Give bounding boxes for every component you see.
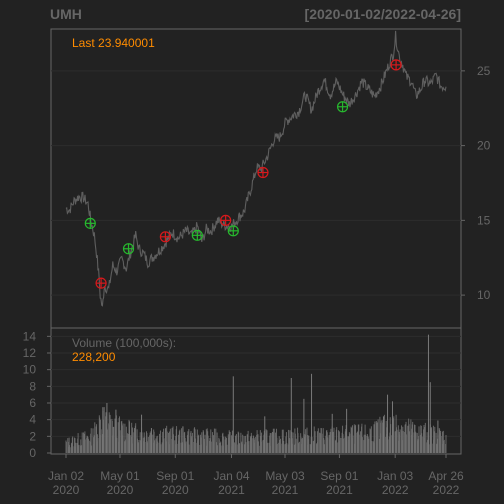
x-axis-tick-label: Jan 02 [48, 469, 84, 483]
price-y-tick-label: 20 [477, 139, 491, 153]
volume-bars [65, 334, 447, 453]
signal-marker [95, 277, 107, 289]
price-panel-frame [50, 28, 462, 329]
signal-marker [390, 59, 402, 71]
price-panel: 10 15 20 25 Last 23.940001 [50, 28, 491, 329]
signal-marker [227, 225, 239, 237]
x-axis-tick-label: Jan 03 [377, 469, 413, 483]
price-y-tick-label: 25 [477, 64, 491, 78]
volume-y-tick-label: 4 [29, 413, 36, 427]
price-y-tick-label: 10 [477, 288, 491, 302]
signal-markers [84, 59, 402, 289]
x-axis-tick-label: Apr 26 [428, 469, 464, 483]
x-axis-tick-year: 2021 [272, 483, 299, 497]
volume-last-value: 228,200 [72, 350, 116, 364]
volume-y-tick-label: 2 [29, 429, 36, 443]
x-axis-tick-year: 2020 [53, 483, 80, 497]
price-series-line [65, 30, 447, 307]
x-axis-tick-label: Sep 01 [156, 469, 194, 483]
x-axis-tick-year: 2021 [326, 483, 353, 497]
volume-label: Volume (100,000s): [72, 336, 176, 350]
x-axis-tick-year: 2021 [218, 483, 245, 497]
volume-panel: 0 2 4 6 8 10 12 14 Volume (100,000s): 228,200 [23, 327, 462, 460]
volume-panel-frame [50, 327, 462, 455]
signal-marker [191, 229, 203, 241]
x-axis-tick-year: 2022 [382, 483, 409, 497]
x-axis-tick-label: May 03 [265, 469, 305, 483]
x-axis-tick-year: 2022 [433, 483, 460, 497]
volume-y-tick-label: 6 [29, 396, 36, 410]
volume-y-tick-label: 12 [23, 346, 37, 360]
x-axis-tick-label: Sep 01 [320, 469, 358, 483]
signal-marker [220, 214, 232, 226]
volume-y-tick-label: 0 [29, 446, 36, 460]
x-axis-tick-label: May 01 [100, 469, 140, 483]
date-range-label: [2020-01-02/2022-04-26] [305, 6, 461, 22]
chart-title: UMH [50, 6, 82, 22]
volume-y-tick-label: 10 [23, 363, 37, 377]
signal-marker [84, 217, 96, 229]
signal-marker [257, 166, 269, 179]
price-y-tick-label: 15 [477, 213, 491, 227]
signal-marker [159, 231, 171, 243]
last-price-label: Last 23.940001 [72, 36, 155, 50]
x-axis-tick-label: Jan 04 [213, 469, 249, 483]
price-y-axis: 10 15 20 25 [461, 64, 491, 302]
x-axis-tick-year: 2020 [107, 483, 134, 497]
price-grid [51, 70, 461, 296]
signal-marker [122, 243, 135, 255]
x-axis-tick-year: 2020 [162, 483, 189, 497]
signal-marker [336, 101, 349, 113]
volume-y-tick-label: 14 [23, 329, 37, 343]
volume-y-axis: 0 2 4 6 8 10 12 14 [23, 329, 51, 460]
volume-y-tick-label: 8 [29, 379, 36, 393]
